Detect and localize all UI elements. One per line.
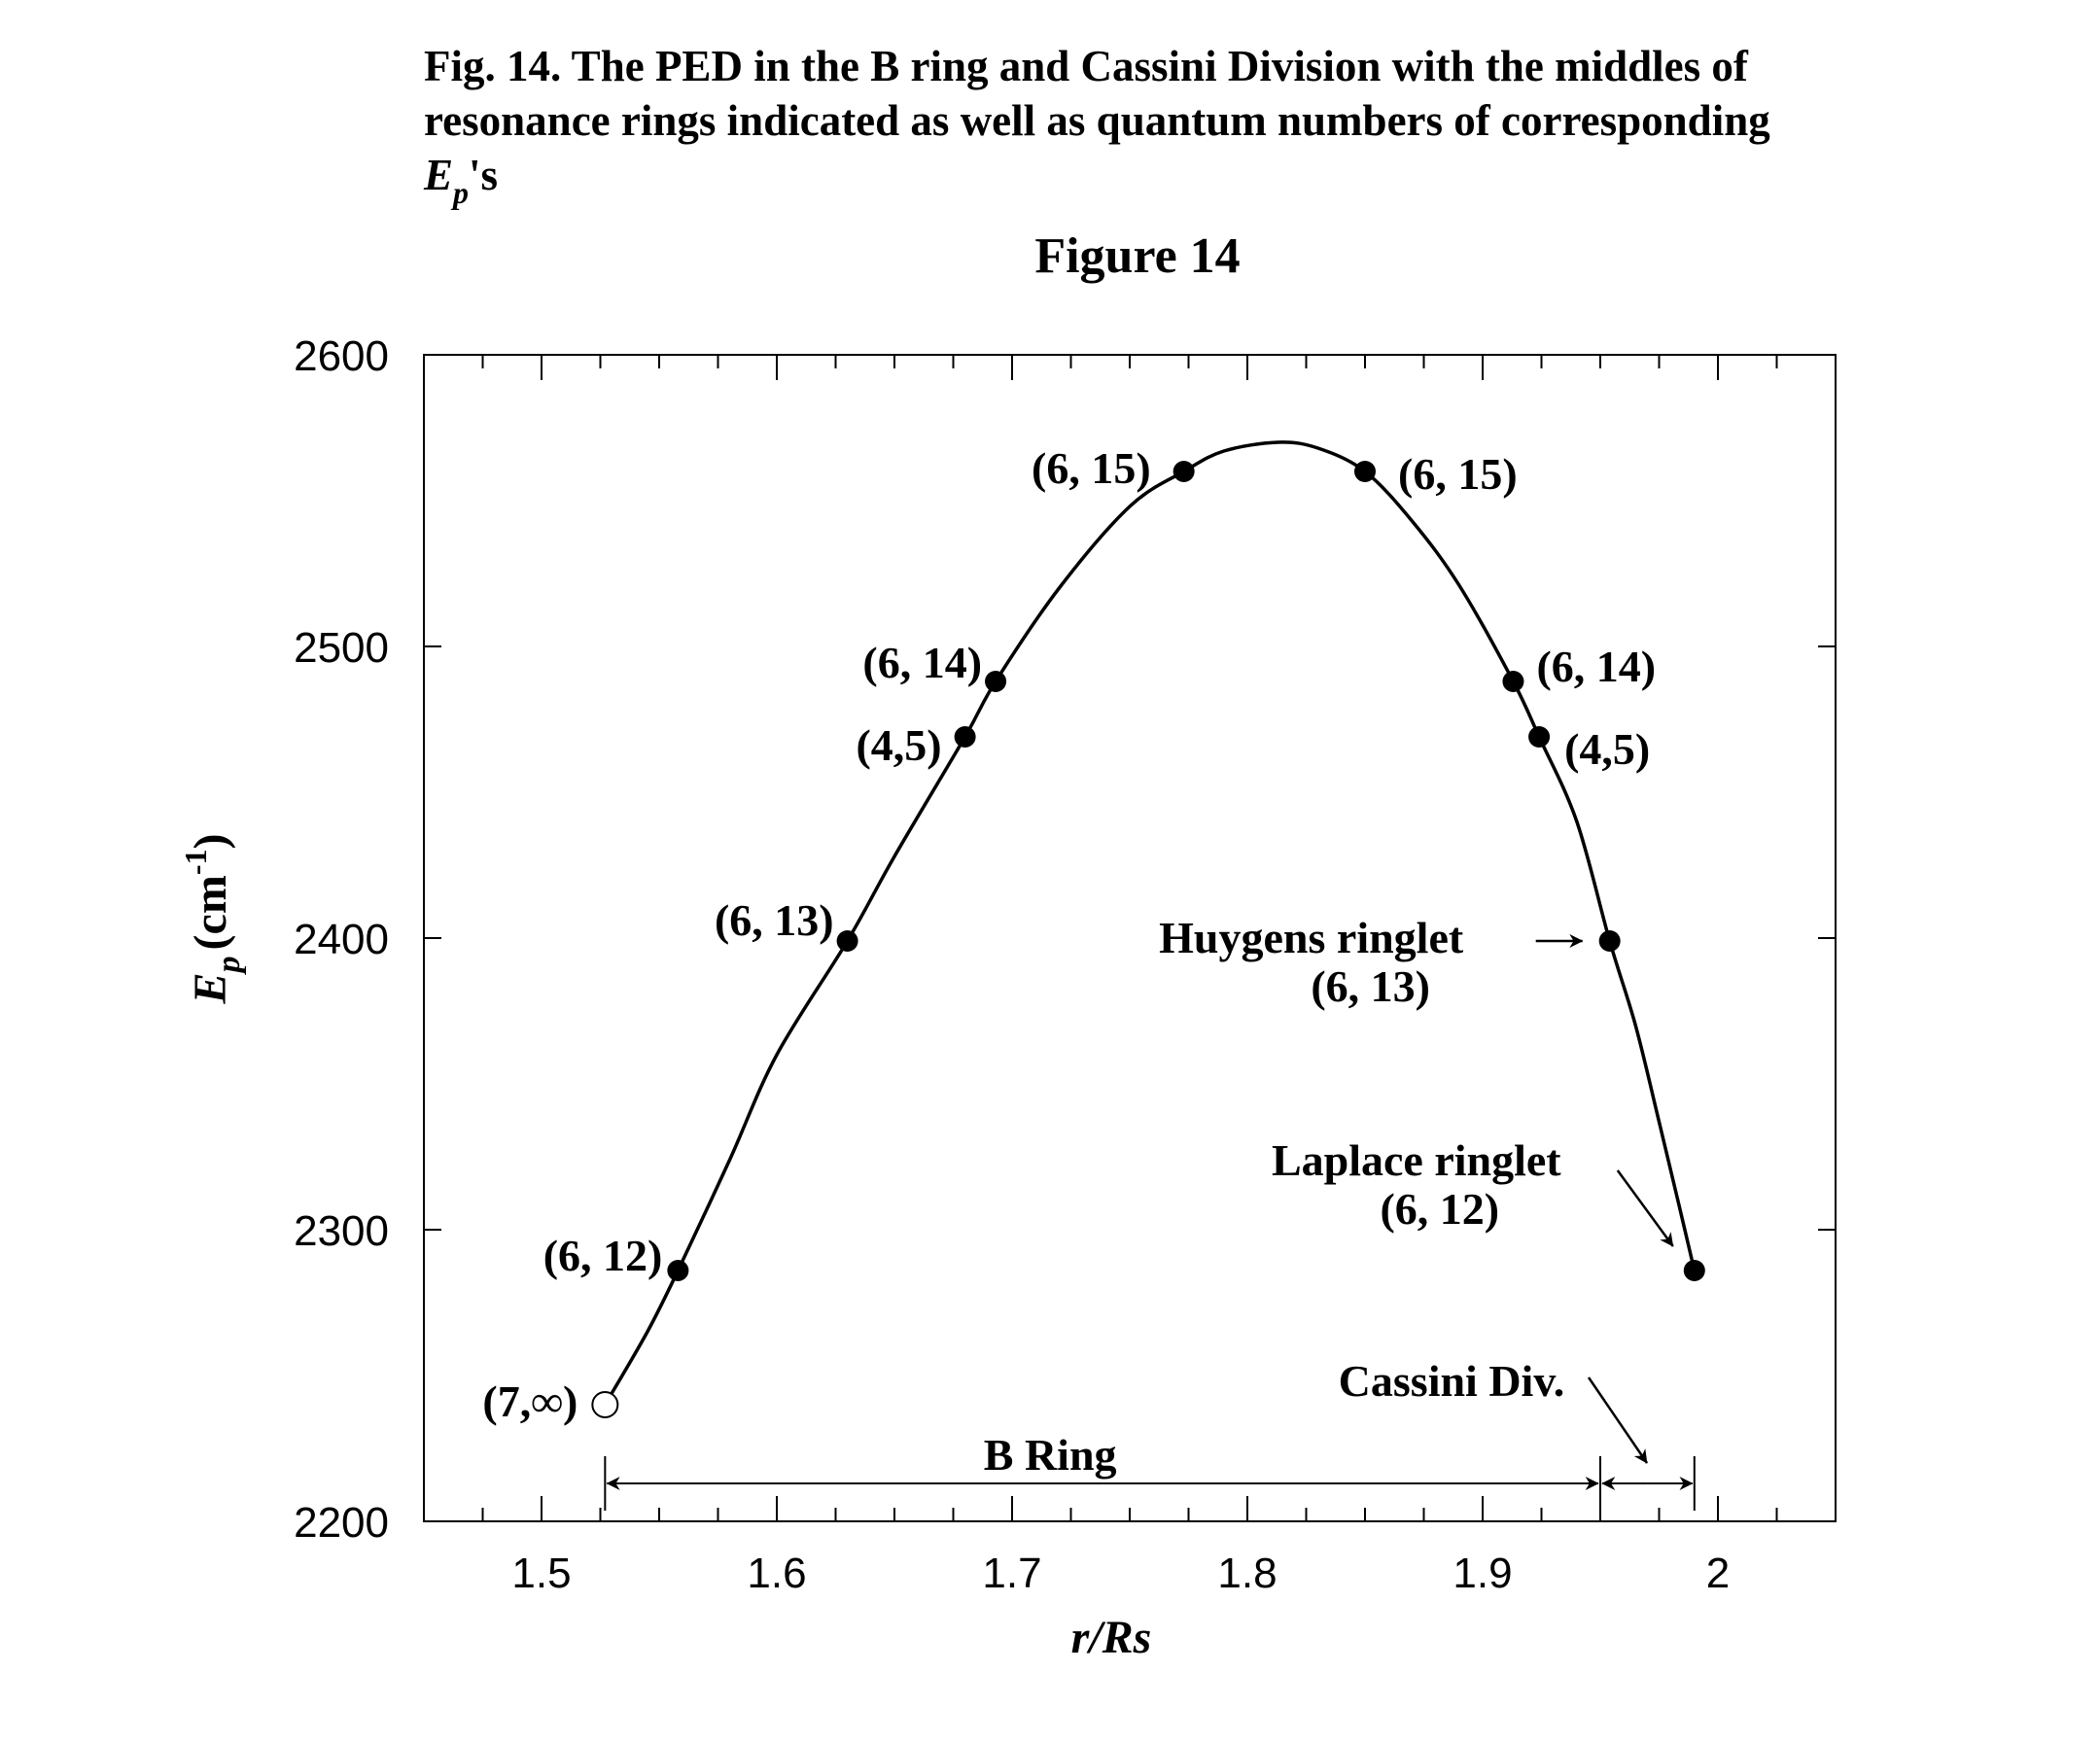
y-tick-label: 2200 bbox=[294, 1499, 389, 1547]
y-axis-label: Ep (cm-1) bbox=[178, 834, 247, 1005]
caption-line-1: Fig. 14. The PED in the B ring and Cassi… bbox=[424, 42, 1748, 90]
data-point bbox=[1502, 671, 1524, 692]
y-tick-label: 2300 bbox=[294, 1207, 389, 1255]
data-point bbox=[836, 930, 858, 952]
axes: 1.5 1.6 1.7 1.8 1.9 2 2200 2300 2400 2500 2600 bbox=[294, 332, 1837, 1597]
y-tick-label: 2500 bbox=[294, 624, 389, 672]
huygens-label: Huygens ringlet bbox=[1159, 913, 1464, 962]
point-label: (7,∞) bbox=[482, 1376, 578, 1426]
point-label: (6, 14) bbox=[1536, 642, 1656, 691]
point-layer: (7,∞) (6, 12) (6, 13) (4,5) (6, 14) (6, 15) (6… bbox=[482, 443, 1705, 1426]
y-tick-label: 2400 bbox=[294, 916, 389, 963]
point-label: (4,5) bbox=[856, 720, 941, 770]
y-label-sup: -1 bbox=[178, 850, 213, 876]
data-point bbox=[985, 671, 1007, 692]
x-tick-label: 1.9 bbox=[1452, 1550, 1512, 1597]
data-point bbox=[1172, 461, 1195, 482]
y-label-close: ) bbox=[185, 834, 236, 850]
open-point bbox=[591, 1391, 619, 1418]
x-axis-label: r/Rs bbox=[1071, 1612, 1152, 1663]
data-point bbox=[1354, 461, 1376, 482]
point-label: (4,5) bbox=[1564, 724, 1650, 774]
cassini-pointer-arrow bbox=[1587, 1376, 1649, 1464]
data-point bbox=[1683, 1260, 1705, 1281]
laplace-arrow bbox=[1616, 1169, 1674, 1247]
data-point bbox=[954, 726, 976, 748]
plot-frame bbox=[423, 354, 1837, 1522]
b-ring-label: B Ring bbox=[984, 1430, 1117, 1480]
annotation-layer: Huygens ringlet(6, 13) Laplace ringlet(6,… bbox=[604, 913, 1696, 1511]
point-label: (6, 14) bbox=[862, 638, 982, 687]
data-point bbox=[1528, 726, 1551, 748]
point-label: (6, 12) bbox=[543, 1231, 663, 1280]
cassini-label: Cassini Div. bbox=[1339, 1356, 1565, 1406]
x-tick-label: 1.7 bbox=[982, 1550, 1041, 1597]
y-label-sub: p bbox=[211, 956, 247, 975]
svg-text:Ep(cm-1): Ep (cm-1) bbox=[178, 834, 247, 1005]
x-tick-label: 1.6 bbox=[747, 1550, 806, 1597]
laplace-qn-label: (6, 12) bbox=[1380, 1184, 1499, 1234]
caption-line-2: resonance rings indicated as well as qua… bbox=[424, 96, 1770, 145]
point-label: (6, 15) bbox=[1398, 449, 1518, 499]
caption-e-sub: p bbox=[453, 175, 470, 210]
y-tick-label: 2600 bbox=[294, 332, 389, 380]
y-label-unit: (cm bbox=[185, 875, 236, 950]
caption-line-3: Ep's bbox=[424, 148, 1941, 220]
x-tick-label: 2 bbox=[1706, 1550, 1730, 1597]
chart-title: Figure 14 bbox=[1034, 228, 1240, 284]
caption-e: E bbox=[424, 151, 454, 199]
data-point bbox=[667, 1260, 689, 1281]
point-label: (6, 13) bbox=[715, 895, 834, 945]
data-point bbox=[1598, 930, 1621, 952]
x-tick-label: 1.5 bbox=[511, 1550, 571, 1597]
figure-caption: Fig. 14. The PED in the B ring and Cassi… bbox=[424, 39, 1941, 220]
point-label: (6, 15) bbox=[1032, 443, 1151, 493]
caption-suffix: 's bbox=[469, 151, 499, 199]
huygens-qn-label: (6, 13) bbox=[1311, 961, 1430, 1011]
laplace-label: Laplace ringlet bbox=[1272, 1135, 1561, 1185]
x-tick-label: 1.8 bbox=[1217, 1550, 1277, 1597]
y-label-base: E bbox=[185, 972, 236, 1004]
